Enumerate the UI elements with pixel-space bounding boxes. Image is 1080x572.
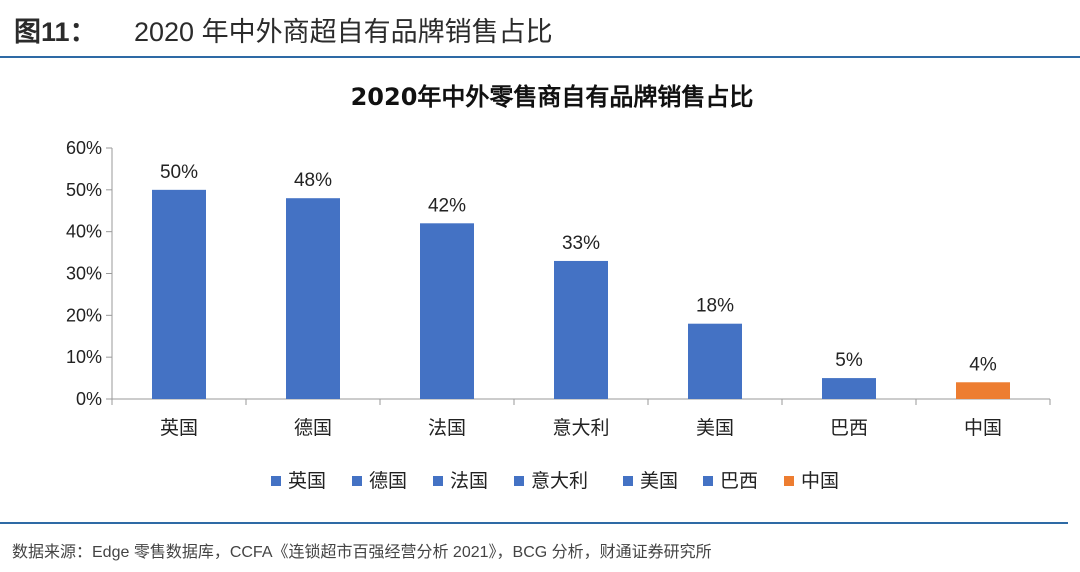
legend-swatch — [703, 476, 713, 486]
y-axis: 0% 10% 20% 30% 40% 50% 60% — [66, 138, 113, 409]
y-tick-label: 50% — [66, 180, 102, 200]
bar-3 — [554, 260, 608, 399]
legend-label: 美国 — [640, 470, 678, 492]
legend-swatch — [352, 476, 362, 486]
data-label: 5% — [835, 350, 863, 371]
bar-2 — [420, 223, 474, 399]
y-tick-label: 40% — [66, 222, 102, 242]
y-tick-label: 60% — [66, 138, 102, 158]
data-label: 4% — [969, 354, 997, 375]
legend-swatch — [514, 476, 524, 486]
category-label: 中国 — [964, 417, 1002, 439]
data-label: 42% — [428, 195, 466, 216]
category-label: 德国 — [294, 417, 332, 439]
category-label: 美国 — [696, 417, 734, 439]
bar-series: 50% 48% 42% 33% 18% 5% 4% — [152, 162, 1010, 399]
bar-5 — [822, 378, 876, 399]
legend-label: 法国 — [450, 470, 488, 492]
legend-label: 德国 — [369, 470, 407, 492]
category-label: 英国 — [160, 417, 198, 439]
legend-label: 中国 — [801, 470, 839, 492]
chart-title: 2020年中外零售商自有品牌销售占比 — [351, 83, 754, 111]
figure-header: 图11： 2020 年中外商超自有品牌销售占比 — [0, 0, 1080, 58]
legend: 英国 德国 法国 意大利 美国 巴西 中国 — [271, 470, 839, 492]
legend-swatch — [433, 476, 443, 486]
y-tick-label: 30% — [66, 264, 102, 284]
data-label: 33% — [562, 233, 600, 254]
legend-label: 英国 — [288, 470, 326, 492]
category-label: 巴西 — [830, 417, 868, 439]
legend-label: 巴西 — [720, 470, 758, 492]
y-tick-label: 0% — [76, 389, 102, 409]
legend-label: 意大利 — [531, 470, 588, 492]
bar-6 — [956, 382, 1010, 399]
data-label: 50% — [160, 162, 198, 183]
x-axis: 英国 德国 法国 意大利 美国 巴西 中国 — [111, 398, 1051, 439]
figure-title: 2020 年中外商超自有品牌销售占比 — [134, 17, 553, 47]
category-label: 意大利 — [552, 417, 609, 439]
legend-swatch — [623, 476, 633, 486]
footer-divider — [0, 522, 1068, 524]
figure-number: 图11： — [14, 17, 97, 47]
legend-swatch — [271, 476, 281, 486]
y-tick-label: 10% — [66, 347, 102, 367]
bar-4 — [688, 323, 742, 399]
y-tick-label: 20% — [66, 305, 102, 325]
category-label: 法国 — [428, 417, 466, 439]
bar-1 — [286, 198, 340, 399]
source-note: 数据来源：Edge 零售数据库，CCFA《连锁超市百强经营分析 2021》，BC… — [12, 544, 712, 561]
legend-swatch — [784, 476, 794, 486]
data-label: 48% — [294, 170, 332, 191]
bar-chart: 2020年中外零售商自有品牌销售占比 0%10%20%30%40%50%60% … — [66, 83, 1051, 492]
bar-0 — [152, 189, 206, 399]
data-label: 18% — [696, 296, 734, 317]
header-divider — [0, 56, 1080, 58]
